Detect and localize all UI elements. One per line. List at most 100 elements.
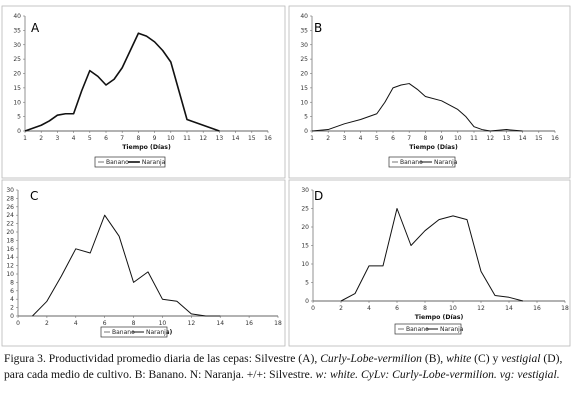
legend-label-naranja: Naranja [146, 329, 170, 336]
y-tick-label: 24 [6, 212, 14, 219]
x-tick-label: 10 [167, 135, 175, 142]
legend: Banano Naranja [394, 323, 464, 335]
legend-label-banano: Banano [112, 329, 135, 336]
y-tick-label: 20 [301, 224, 309, 231]
x-tick-label: 14 [216, 320, 224, 327]
x-tick-label: 18 [561, 305, 569, 312]
y-tick-label: 8 [10, 279, 14, 286]
figure-caption: Figura 3. Productividad promedio diaria … [4, 351, 570, 383]
y-tick-label: 15 [301, 243, 309, 250]
legend: Banano Naranja [100, 326, 170, 338]
y-tick-label: 20 [13, 71, 21, 78]
chart-panel-d: 0 5 10 15 20 25 30 0 2 4 6 8 10 12 14 16 18 Tiempo (Días)… [288, 179, 571, 347]
x-tick-label: 10 [449, 305, 457, 312]
x-tick-label: 11 [470, 135, 478, 142]
x-tick-label: 14 [232, 135, 240, 142]
caption-mid2: (C) y [471, 352, 502, 365]
legend-label-banano: Banano [406, 326, 429, 333]
y-tick-label: 0 [17, 128, 21, 135]
x-tick-label: 2 [339, 305, 343, 312]
x-tick-label: 4 [359, 135, 363, 142]
x-tick-label: 10 [159, 320, 167, 327]
x-tick-label: 5 [88, 135, 92, 142]
legend: Banano Naranja [94, 156, 166, 168]
x-tick-label: 3 [342, 135, 346, 142]
x-tick-label: 13 [216, 135, 224, 142]
series-line-naranja [32, 214, 221, 317]
caption-strain-b: Curly-Lobe-vermilion [320, 352, 422, 365]
y-tick-label: 30 [300, 42, 308, 49]
x-tick-label: 8 [423, 305, 427, 312]
legend-label-naranja: Naranja [142, 159, 166, 166]
caption-abbreviations: w: white. CyLv: Curly-Lobe-vermilion. vg… [315, 368, 560, 381]
y-tick-label: 0 [304, 128, 308, 135]
y-tick-label: 10 [13, 99, 21, 106]
panel-frame [288, 5, 571, 179]
y-tick-label: 15 [13, 85, 21, 92]
legend: Banano Naranja [388, 156, 458, 168]
x-axis-label: Tiempo (Días) [409, 143, 458, 151]
panel-frame [288, 179, 571, 347]
caption-strain-d: vestigial [501, 352, 541, 365]
x-tick-label: 1 [23, 135, 27, 142]
x-tick-label: 14 [519, 135, 527, 142]
y-tick-label: 26 [6, 204, 14, 211]
y-tick-label: 5 [304, 114, 308, 121]
caption-mid1: (B), [421, 352, 447, 365]
x-tick-label: 8 [132, 320, 136, 327]
x-tick-label: 7 [407, 135, 411, 142]
x-tick-label: 14 [505, 305, 513, 312]
series-line-naranja [340, 208, 524, 302]
x-tick-label: 8 [423, 135, 427, 142]
y-tick-label: 30 [13, 42, 21, 49]
caption-prefix: Figura 3. Productividad promedio diaria … [4, 352, 321, 365]
y-tick-label: 40 [13, 13, 21, 20]
panel-letter: A [31, 21, 40, 35]
x-tick-label: 12 [199, 135, 207, 142]
y-tick-label: 35 [13, 27, 21, 34]
y-tick-label: 20 [6, 229, 14, 236]
legend-label-naranja: Naranja [434, 159, 458, 166]
y-tick-label: 22 [6, 221, 14, 228]
y-tick-label: 10 [300, 99, 308, 106]
x-tick-label: 16 [245, 320, 253, 327]
x-tick-label: 9 [440, 135, 444, 142]
y-tick-label: 28 [6, 195, 14, 202]
x-tick-label: 15 [535, 135, 543, 142]
x-tick-label: 6 [104, 135, 108, 142]
x-tick-label: 0 [311, 305, 315, 312]
x-tick-label: 6 [395, 305, 399, 312]
x-tick-label: 6 [391, 135, 395, 142]
x-tick-label: 0 [16, 320, 20, 327]
x-tick-label: 10 [454, 135, 462, 142]
x-tick-label: 16 [264, 135, 272, 142]
y-tick-label: 12 [6, 263, 14, 270]
legend-label-banano: Banano [400, 159, 423, 166]
x-tick-label: 12 [188, 320, 196, 327]
panel-letter: B [314, 21, 322, 35]
legend-label-banano: Banano [106, 159, 129, 166]
x-tick-label: 3 [55, 135, 59, 142]
y-tick-label: 40 [300, 13, 308, 20]
x-tick-label: 2 [326, 135, 330, 142]
y-tick-label: 15 [300, 85, 308, 92]
y-tick-label: 18 [6, 237, 14, 244]
caption-strain-c: white [446, 352, 472, 365]
y-tick-label: 35 [300, 27, 308, 34]
y-tick-label: 30 [6, 187, 14, 194]
panel-frame [1, 5, 286, 179]
y-tick-label: 25 [300, 56, 308, 63]
y-tick-label: 25 [13, 56, 21, 63]
y-tick-label: 20 [300, 71, 308, 78]
x-tick-label: 2 [39, 135, 43, 142]
x-tick-label: 4 [367, 305, 371, 312]
series-line-naranja [24, 32, 220, 132]
caption-mid3: (D), para cada medio de cultivo. B: Bana… [4, 352, 563, 381]
y-tick-label: 10 [301, 261, 309, 268]
x-axis-label: Tiempo (Días) [415, 313, 464, 321]
x-tick-label: 5 [375, 135, 379, 142]
y-tick-label: 6 [10, 288, 14, 295]
